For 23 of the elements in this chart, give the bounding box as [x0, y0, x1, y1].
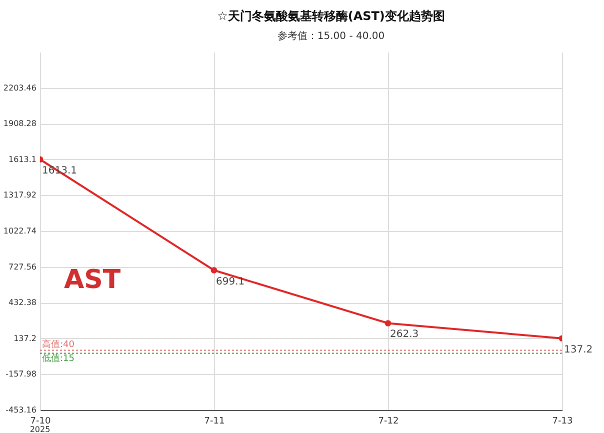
data-label: 699.1	[216, 276, 245, 288]
y-tick-label: 2203.46	[3, 83, 36, 92]
y-tick-label: 432.38	[8, 298, 36, 308]
chart-subtitle: 参考值：15.00 - 40.00	[277, 30, 385, 42]
chart-title: ☆天门冬氨酸氨基转移酶(AST)变化趋势图	[217, 9, 445, 23]
y-tick-label: 1908.28	[3, 119, 36, 128]
x-tick-label: 7-11	[204, 416, 225, 426]
y-tick-label: 1022.74	[3, 226, 36, 236]
annotation: AST	[64, 265, 121, 295]
text: 2025	[30, 425, 50, 433]
y-tick-label: -453.16	[6, 406, 36, 414]
y-tick-label: 1317.92	[3, 190, 36, 200]
data-label: 137.2	[564, 344, 593, 356]
x-tick-label: 7-10	[30, 416, 51, 426]
y-tick-label: -157.98	[6, 370, 36, 379]
ref-line-label: 低值:15	[42, 353, 74, 364]
y-tick-label: 1613.1	[8, 154, 36, 164]
x-tick-label: 7-12	[378, 416, 399, 426]
y-tick-label: 137.2	[14, 334, 36, 343]
x-tick-label: 7-13	[552, 416, 573, 426]
y-tick-label: 727.56	[8, 262, 36, 272]
ref-line-label: 高值:40	[42, 339, 75, 350]
data-label: 262.3	[390, 329, 419, 340]
